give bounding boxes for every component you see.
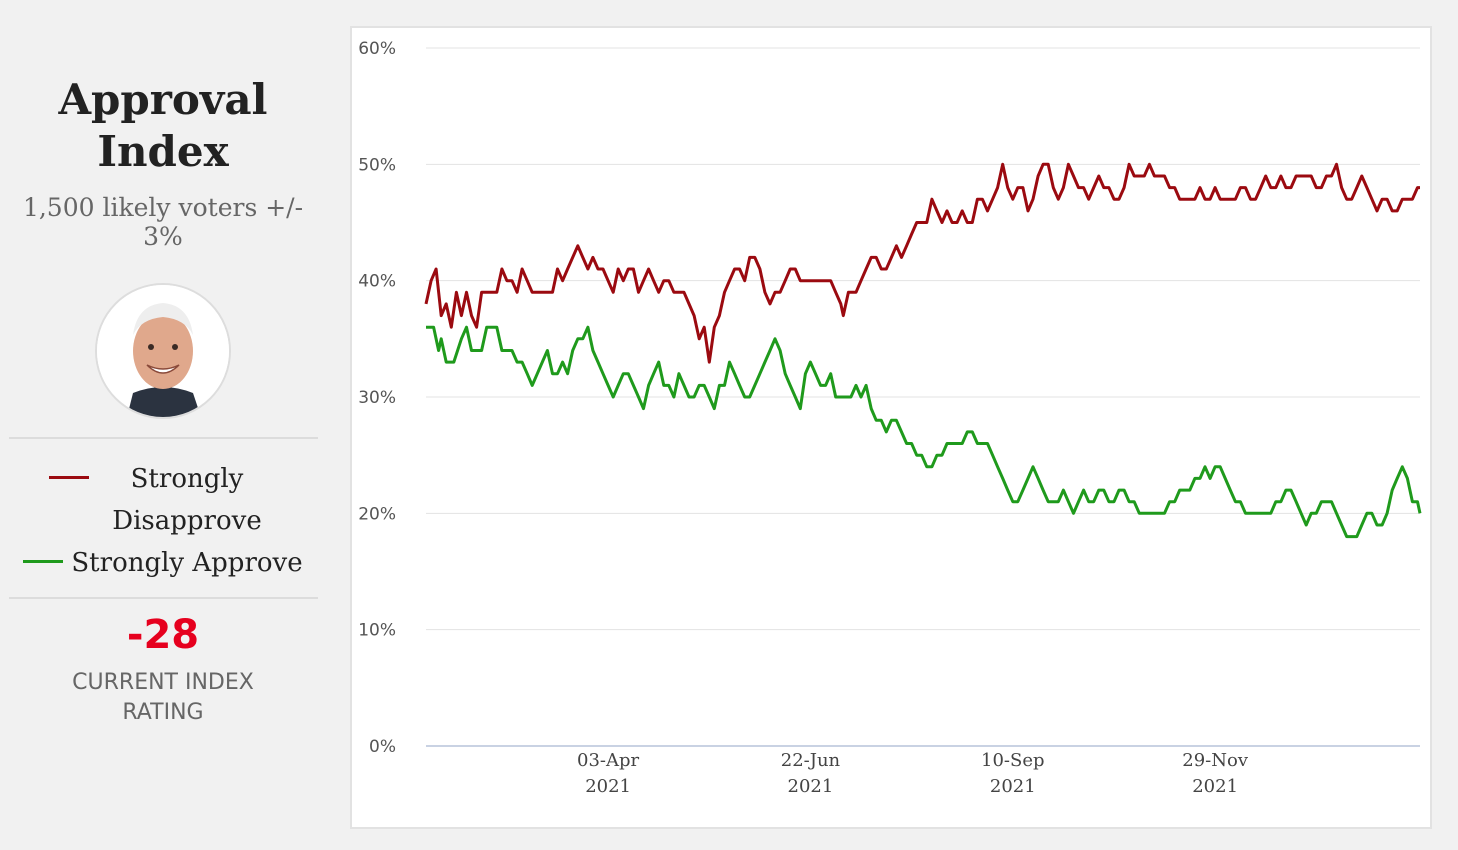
x-tick-year: 2021: [585, 776, 631, 797]
y-tick-label: 20%: [358, 504, 396, 524]
series-line-strongly-disapprove: [424, 162, 1420, 364]
legend-label-approve: Strongly Approve: [71, 548, 303, 578]
divider-bottom: [9, 597, 318, 599]
x-tick-label: 22-Jun: [781, 750, 841, 771]
legend-label-disapprove: Strongly Disapprove: [112, 464, 262, 536]
page-title: Approval Index: [58, 75, 268, 176]
divider-top: [9, 437, 318, 439]
legend-swatch-disapprove: [49, 475, 89, 479]
chart-panel: 0% 10% 20% 30% 40% 50% 60% 03-Apr 2021 22-Jun 2021…: [350, 26, 1432, 829]
y-tick-label: 10%: [358, 621, 396, 641]
current-index-label: CURRENT INDEX RATING: [72, 670, 254, 725]
x-tick-year: 2021: [990, 776, 1036, 797]
x-tick-year: 2021: [788, 776, 834, 797]
x-tick-label: 10-Sep: [981, 750, 1045, 771]
legend: Strongly Disapprove Strongly Approve: [0, 458, 326, 584]
current-index-value: -28: [126, 612, 200, 658]
x-tick-label: 29-Nov: [1182, 750, 1249, 771]
legend-swatch-approve: [23, 559, 64, 563]
y-tick-label: 0%: [369, 737, 396, 757]
sample-info: 1,500 likely voters +/- 3%: [22, 193, 304, 251]
legend-item-disapprove: Strongly Disapprove: [0, 458, 326, 542]
sidebar: Approval Index 1,500 likely voters +/- 3…: [0, 0, 326, 850]
portrait-image: [97, 285, 229, 417]
y-tick-label: 60%: [358, 39, 396, 59]
series-line-strongly-approve: [426, 325, 1422, 539]
y-tick-label: 50%: [358, 155, 396, 175]
legend-item-approve: Strongly Approve: [0, 542, 326, 584]
line-chart: 0% 10% 20% 30% 40% 50% 60% 03-Apr 2021 22-Jun 2021…: [358, 39, 1422, 797]
y-tick-label: 30%: [358, 388, 396, 408]
x-tick-year: 2021: [1192, 776, 1238, 797]
avatar: [95, 283, 231, 419]
x-tick-label: 03-Apr: [577, 750, 640, 771]
y-tick-label: 40%: [358, 272, 396, 292]
